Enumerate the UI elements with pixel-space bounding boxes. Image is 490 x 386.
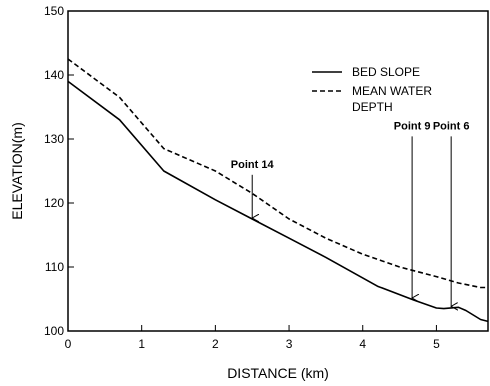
annotations: Point 14 Point 9 Point 6 <box>231 120 470 306</box>
annotation-label: Point 9 <box>394 120 431 132</box>
annotation-label: Point 14 <box>231 159 275 171</box>
ticks-layer: 0 1 2 3 4 5 100 110 120 130 140 150 <box>44 4 440 351</box>
series-line-mean-water-depth <box>67 58 488 289</box>
series-layer <box>67 58 489 323</box>
x-tick-label: 1 <box>138 337 145 351</box>
y-axis-title: ELEVATION(m) <box>9 122 25 220</box>
y-tick-label: 120 <box>44 196 64 210</box>
y-tick-label: 110 <box>45 260 64 274</box>
x-tick-label: 5 <box>433 337 440 351</box>
x-tick-label: 0 <box>65 337 72 351</box>
series-line-bed-slope <box>67 80 489 323</box>
plot-frame <box>67 10 489 332</box>
y-tick-label: 150 <box>44 4 64 18</box>
legend-label: BED SLOPE <box>352 65 420 79</box>
x-tick-label: 4 <box>359 337 366 351</box>
legend-label: MEAN WATER <box>352 84 432 98</box>
annotation-label: Point 6 <box>433 120 470 132</box>
x-tick-label: 2 <box>212 337 219 351</box>
x-axis-title: DISTANCE (km) <box>227 365 329 381</box>
x-tick-label: 3 <box>286 337 293 351</box>
y-tick-label: 140 <box>44 68 64 82</box>
legend-label: DEPTH <box>352 100 393 114</box>
legend: BED SLOPE MEAN WATER DEPTH <box>312 65 432 114</box>
y-tick-label: 130 <box>44 132 64 146</box>
y-tick-label: 100 <box>44 324 64 338</box>
